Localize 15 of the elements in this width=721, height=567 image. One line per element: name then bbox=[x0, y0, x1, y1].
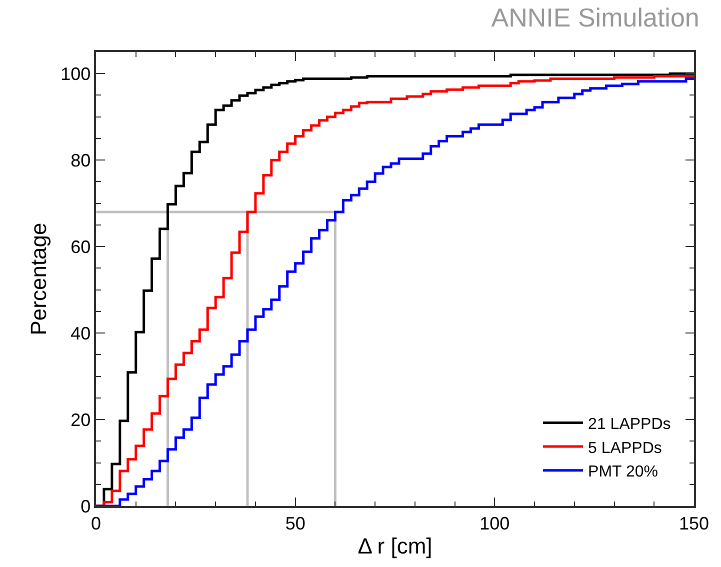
x-axis-title: Δ r [cm] bbox=[358, 534, 432, 559]
legend-label: 5 LAPPDs bbox=[588, 440, 662, 457]
y-axis-title: Percentage bbox=[26, 222, 51, 336]
y-tick-label: 40 bbox=[70, 323, 91, 344]
y-tick-label: 60 bbox=[70, 236, 91, 257]
chart-title: ANNIE Simulation bbox=[491, 2, 700, 33]
y-tick-label: 20 bbox=[70, 410, 91, 430]
legend-label: PMT 20% bbox=[588, 464, 658, 481]
y-tick-label: 0 bbox=[80, 496, 91, 516]
legend-label: 21 LAPPDs bbox=[588, 416, 671, 433]
x-tick-label: 150 bbox=[678, 513, 710, 534]
y-tick-label: 100 bbox=[60, 64, 91, 84]
x-tick-label: 100 bbox=[480, 513, 510, 534]
y-tick-label: 80 bbox=[70, 150, 91, 170]
x-tick-label: 50 bbox=[285, 513, 306, 534]
